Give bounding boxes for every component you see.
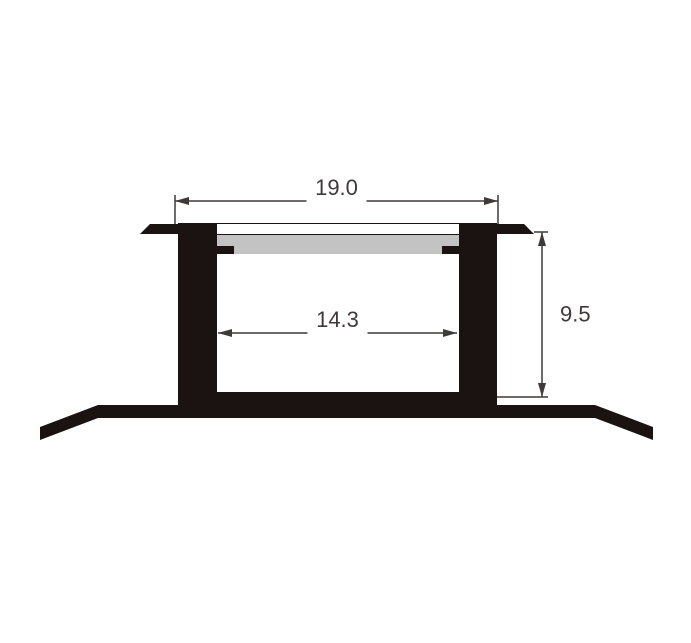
dim-arrow	[175, 197, 189, 205]
diffuser-insert	[197, 234, 479, 271]
left-wall-cap	[178, 224, 217, 236]
right-wall-cap	[459, 224, 497, 236]
dim-arrow	[443, 329, 457, 337]
dim-right-height: 9.5	[560, 302, 591, 327]
dim-arrow	[538, 383, 546, 397]
dim-arrow	[218, 329, 232, 337]
dim-arrow	[538, 232, 546, 246]
dim-top-width: 19.0	[315, 175, 358, 200]
dim-inner-width: 14.3	[316, 307, 359, 332]
dim-arrow	[484, 197, 498, 205]
